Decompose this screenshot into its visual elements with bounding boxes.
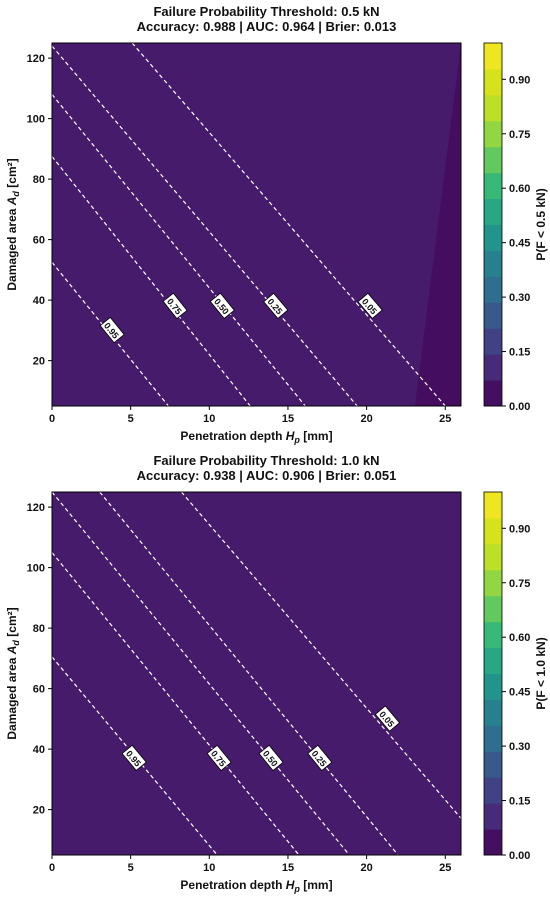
colorbar-band <box>484 517 502 545</box>
colorbar-band <box>484 595 502 623</box>
colorbar-band <box>484 829 502 856</box>
contour-line-0.25 <box>52 45 358 406</box>
colorbar-tick-label: 0.90 <box>509 74 530 86</box>
colorbar-band <box>484 647 502 674</box>
colorbar-tick-label: 0.75 <box>509 129 530 141</box>
contour-line-0.75 <box>52 552 300 855</box>
colorbar-tick-label: 0.45 <box>509 687 530 699</box>
colorbar-band <box>484 569 502 597</box>
colorbar-band <box>484 380 502 407</box>
colorbar-band <box>484 224 502 251</box>
colorbar-tick-label: 0.30 <box>509 292 530 304</box>
x-tick-label: 10 <box>203 413 215 425</box>
x-tick-label: 20 <box>360 413 372 425</box>
colorbar-tick-label: 0.00 <box>509 850 530 862</box>
x-axis-label: Penetration depth Hp [mm] <box>180 429 332 445</box>
colorbar-band <box>484 276 502 303</box>
contour-fills <box>0 492 461 874</box>
x-tick-label: 10 <box>203 862 215 874</box>
contour-band <box>52 492 461 855</box>
colorbar-band <box>484 198 502 225</box>
colorbar-band <box>484 302 502 329</box>
contour-line-0.50 <box>52 492 350 855</box>
y-tick-label: 40 <box>33 295 45 307</box>
plot-frame <box>51 42 462 407</box>
chart-panel-2: 0.95 0.75 0.50 0.250.050 5 10 15 20 252040608010… <box>0 453 548 894</box>
colorbar-band <box>484 94 502 122</box>
colorbar-band <box>484 699 502 726</box>
colorbar-tick-label: 0.60 <box>509 183 530 195</box>
chart-panel-1: 0.950.75 0.50 0.25 0.050 5 10 15 20 252040608010… <box>0 4 548 475</box>
contour-line-0.50 <box>52 94 306 406</box>
y-axis-label: Damaged area Ad [cm²] <box>5 158 21 290</box>
contour-label-0.25: 0.25 <box>263 292 289 320</box>
y-tick-label: 60 <box>33 684 45 696</box>
colorbar-tick-label: 0.45 <box>509 238 530 250</box>
x-tick-label: 5 <box>128 413 134 425</box>
colorbar-label: P(F < 0.5 kN) <box>534 188 548 260</box>
y-tick-label: 120 <box>27 502 45 514</box>
colorbar-band <box>484 543 502 571</box>
colorbar-band <box>484 492 502 519</box>
x-tick-label: 15 <box>282 413 294 425</box>
contour-band <box>52 43 461 406</box>
colorbar-band <box>484 43 502 70</box>
colorbar-tick-label: 0.15 <box>509 796 530 808</box>
contour-line-0.05 <box>180 492 461 820</box>
y-tick-label: 80 <box>33 623 45 635</box>
plot-frame <box>51 491 462 856</box>
colorbar-tick-label: 0.60 <box>509 632 530 644</box>
colorbar: 0.00 0.15 0.30 0.45 0.60 0.75 0.90 P(F < 0.5 kN… <box>483 42 548 413</box>
contour-band <box>0 406 52 475</box>
colorbar: 0.00 0.15 0.30 0.45 0.60 0.75 0.90 P(F < 1.0 kN… <box>483 491 548 862</box>
y-tick-label: 100 <box>27 114 45 126</box>
x-tick-label: 20 <box>360 862 372 874</box>
y-tick-label: 100 <box>27 563 45 575</box>
contour-line-0.25 <box>99 492 399 855</box>
colorbar-band <box>484 621 502 649</box>
contour-fills <box>0 43 461 475</box>
colorbar-band <box>484 673 502 700</box>
x-tick-label: 15 <box>282 862 294 874</box>
x-tick-label: 0 <box>49 862 55 874</box>
colorbar-tick-label: 0.90 <box>509 523 530 535</box>
y-axis-label: Damaged area Ad [cm²] <box>5 607 21 739</box>
y-tick-label: 40 <box>33 744 45 756</box>
chart-subtitle: Accuracy: 0.938 | AUC: 0.906 | Brier: 0.… <box>137 468 397 483</box>
colorbar-band <box>484 751 502 778</box>
chart-subtitle: Accuracy: 0.988 | AUC: 0.964 | Brier: 0.… <box>137 19 397 34</box>
x-tick-label: 25 <box>439 413 451 425</box>
colorbar-frame <box>483 42 503 407</box>
colorbar-frame <box>483 491 503 856</box>
colorbar-tick-label: 0.30 <box>509 741 530 753</box>
y-tick-label: 80 <box>33 174 45 186</box>
x-axis-label: Penetration depth Hp [mm] <box>180 878 332 894</box>
colorbar-band <box>484 120 502 148</box>
contour-band <box>0 855 52 874</box>
y-tick-label: 60 <box>33 235 45 247</box>
x-tick-label: 5 <box>128 862 134 874</box>
colorbar-tick-label: 0.15 <box>509 347 530 359</box>
x-tick-label: 0 <box>49 413 55 425</box>
chart-title: Failure Probability Threshold: 0.5 kN <box>153 4 379 19</box>
colorbar-band <box>484 146 502 174</box>
y-tick-label: 20 <box>33 356 45 368</box>
colorbar-label: P(F < 1.0 kN) <box>534 637 548 709</box>
colorbar-band <box>484 250 502 277</box>
colorbar-band <box>484 68 502 96</box>
colorbar-tick-label: 0.00 <box>509 401 530 413</box>
x-tick-label: 25 <box>439 862 451 874</box>
colorbar-tick-label: 0.75 <box>509 578 530 590</box>
y-tick-label: 20 <box>33 805 45 817</box>
contour-line-0.05 <box>131 43 446 406</box>
chart-title: Failure Probability Threshold: 1.0 kN <box>153 453 379 468</box>
colorbar-band <box>484 777 502 804</box>
y-tick-label: 120 <box>27 53 45 65</box>
colorbar-band <box>484 354 502 381</box>
colorbar-band <box>484 328 502 355</box>
colorbar-band <box>484 803 502 830</box>
colorbar-band <box>484 725 502 752</box>
colorbar-band <box>484 172 502 200</box>
